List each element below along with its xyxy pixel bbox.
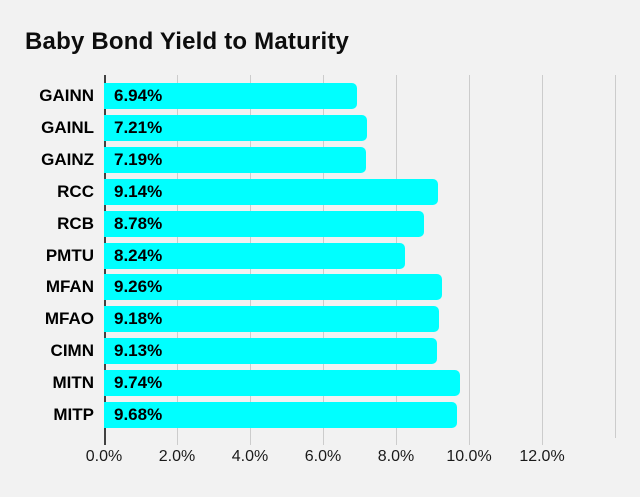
plot-area: 6.94% 7.21% 7.19% 9.14% 8.78% 8.24% 9.26% 9.18%… [104, 75, 616, 438]
category-label-rcc: RCC [57, 181, 94, 201]
bar-value-label: 9.18% [114, 309, 163, 329]
x-axis-tick [542, 438, 543, 445]
bar-pmtu: 8.24% [104, 242, 405, 269]
bar-value-label: 8.24% [114, 245, 163, 265]
bar-mfao: 9.18% [104, 306, 440, 333]
bar-value-label: 8.78% [114, 213, 163, 233]
x-axis-labels: 0.0% 2.0% 4.0% 6.0% 8.0% 10.0% 12.0% [0, 448, 640, 468]
bar-mitn: 9.74% [104, 370, 460, 397]
x-axis-label: 4.0% [231, 448, 269, 465]
bar-value-label: 7.21% [114, 117, 163, 137]
category-label-rcb: RCB [57, 213, 94, 233]
x-axis-label: 6.0% [304, 448, 342, 465]
x-axis-label: 10.0% [446, 448, 492, 465]
x-axis-label: 12.0% [519, 448, 565, 465]
bar-gainl: 7.21% [104, 114, 368, 141]
category-label-mfao: MFAO [44, 309, 94, 329]
bar-value-label: 6.94% [114, 86, 163, 105]
bar-rcb: 8.78% [104, 210, 425, 237]
bar-mitp: 9.68% [104, 402, 458, 428]
x-axis-label: 2.0% [158, 448, 196, 465]
x-axis-label: 8.0% [377, 448, 415, 465]
bar-value-label: 9.26% [114, 277, 163, 297]
bar-value-label: 9.68% [114, 405, 163, 424]
bar-value-label: 7.19% [114, 149, 163, 169]
bar-value-label: 9.14% [114, 181, 163, 201]
x-axis-label: 0.0% [85, 448, 123, 465]
gridline [615, 75, 616, 438]
category-label-cimn: CIMN [50, 341, 94, 361]
bar-rcc: 9.14% [104, 178, 438, 205]
category-label-gainz: GAINZ [41, 149, 94, 169]
x-axis-tick [469, 438, 470, 445]
bar-gainz: 7.19% [104, 146, 367, 173]
y-axis-labels: GAINN GAINL GAINZ RCC RCB PMTU MFAN MFAO CIMN MIT… [0, 75, 102, 438]
bar-value-label: 9.13% [114, 341, 163, 361]
x-axis-tick [177, 438, 178, 445]
category-label-pmtu: PMTU [45, 245, 94, 265]
bar-cimn: 9.13% [104, 338, 438, 365]
gridline [542, 75, 543, 438]
category-label-gainl: GAINL [41, 117, 94, 137]
category-label-gainn: GAINN [39, 86, 94, 105]
bar-gainn: 6.94% [104, 83, 358, 109]
x-axis-tick [396, 438, 397, 445]
x-axis-tick [250, 438, 251, 445]
gridline [469, 75, 470, 438]
bar-value-label: 9.74% [114, 373, 163, 393]
bar-mfan: 9.26% [104, 274, 442, 301]
category-label-mitn: MITN [52, 373, 94, 393]
chart-title: Baby Bond Yield to Maturity [25, 28, 350, 55]
x-axis-tick [104, 438, 106, 445]
category-label-mfan: MFAN [45, 277, 94, 297]
x-axis-tick [323, 438, 324, 445]
category-label-mitp: MITP [53, 405, 94, 424]
